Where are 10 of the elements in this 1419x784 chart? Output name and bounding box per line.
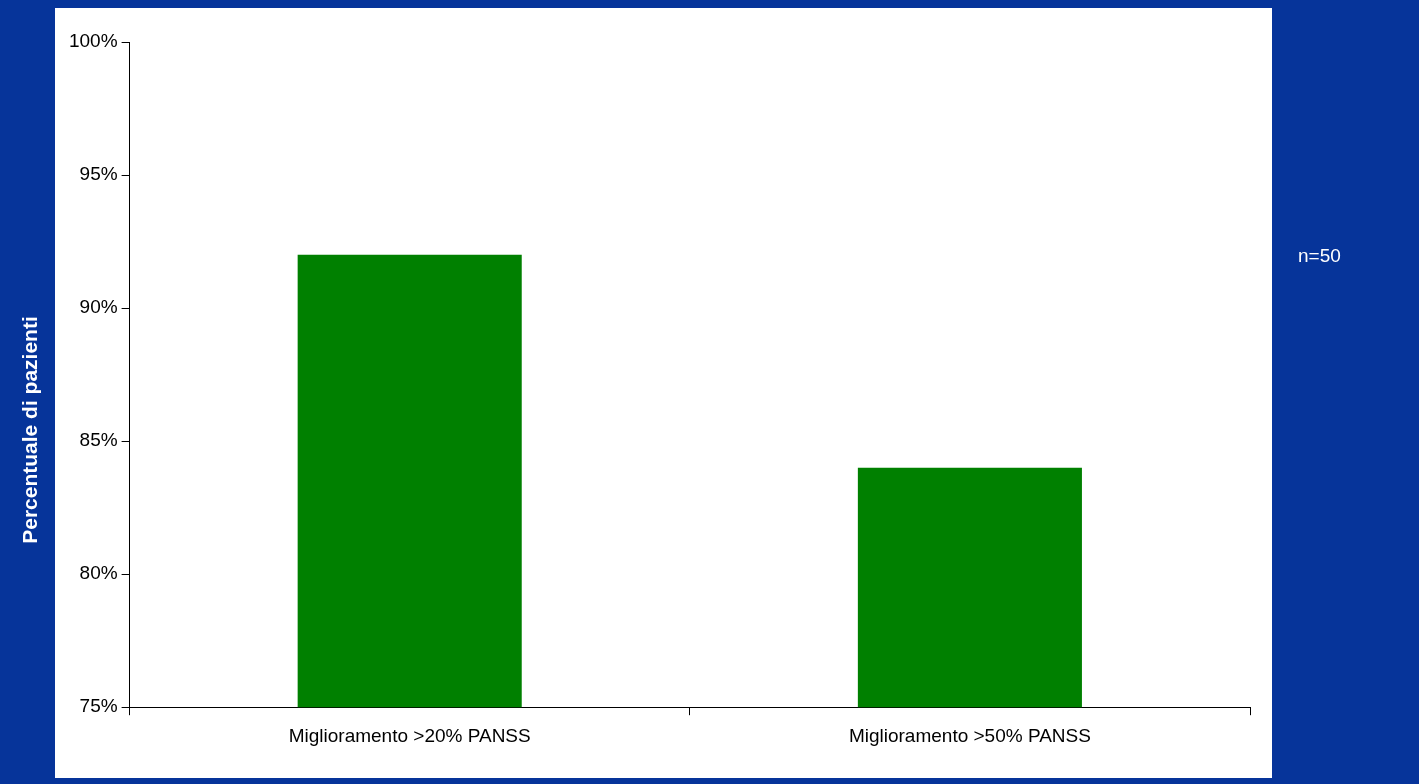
x-tick-label: Miglioramento >20% PANSS bbox=[288, 724, 531, 746]
x-tick-label: Miglioramento >50% PANSS bbox=[848, 724, 1091, 746]
y-tick-label: 100% bbox=[68, 30, 118, 52]
y-tick-label: 75% bbox=[79, 695, 118, 717]
y-tick-label: 85% bbox=[79, 429, 118, 451]
y-tick-label: 95% bbox=[79, 163, 118, 185]
y-tick-label: 90% bbox=[79, 296, 118, 318]
y-axis-title: Percentuale di pazienti bbox=[18, 316, 42, 544]
text: n=50 bbox=[1298, 245, 1341, 267]
y-tick-label: 80% bbox=[79, 562, 118, 584]
